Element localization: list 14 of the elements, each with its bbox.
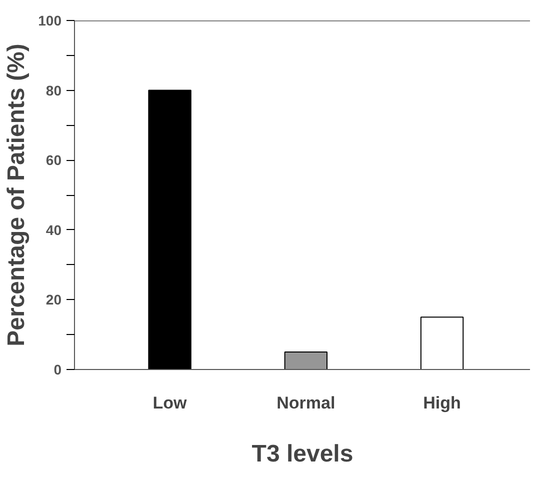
y-tick-label: 20 [46, 292, 62, 308]
y-tick-label: 60 [46, 152, 62, 168]
x-tick-label: High [423, 394, 461, 412]
x-tick-label: Normal [276, 394, 336, 412]
y-tick-label: 80 [46, 82, 62, 98]
bar [148, 90, 192, 370]
y-tick-label: 0 [54, 362, 62, 378]
y-tick-label: 100 [38, 12, 62, 28]
x-tick-label: Low [152, 394, 188, 412]
bar [420, 316, 464, 370]
x-axis-title: T3 levels [252, 440, 354, 468]
bar [284, 352, 328, 370]
y-tick-label: 40 [46, 222, 62, 238]
y-axis-title: Percentage of Patients (%) [3, 44, 30, 346]
